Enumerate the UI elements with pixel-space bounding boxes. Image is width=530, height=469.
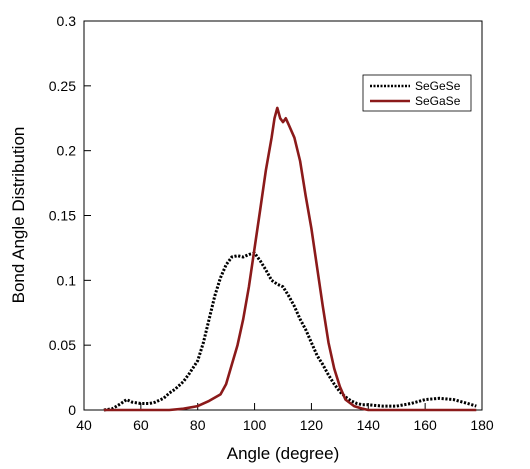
x-tick-label: 60 <box>133 417 149 433</box>
x-tick-label: 80 <box>190 417 206 433</box>
y-tick-label: 0 <box>68 402 76 418</box>
y-tick-label: 0.2 <box>57 143 77 159</box>
y-tick-label: 0.15 <box>49 208 76 224</box>
y-axis-title: Bond Angle Distribution <box>9 127 28 304</box>
x-tick-label: 40 <box>76 417 92 433</box>
legend-label-segese: SeGeSe <box>415 79 461 93</box>
x-tick-label: 100 <box>243 417 267 433</box>
x-tick-label: 160 <box>413 417 437 433</box>
x-axis: 40 60 80 100 120 140 160 180 <box>76 403 494 433</box>
y-tick-label: 0.3 <box>57 13 77 29</box>
x-tick-label: 180 <box>470 417 494 433</box>
series-line-segese <box>103 251 477 412</box>
y-tick-label: 0.05 <box>49 337 76 353</box>
y-axis: 0 0.05 0.1 0.15 0.2 0.25 0.3 <box>49 13 91 418</box>
legend-label-segase: SeGaSe <box>415 94 461 108</box>
series-layer <box>103 106 477 412</box>
x-axis-title: Angle (degree) <box>227 444 339 463</box>
legend: SeGeSe SeGaSe <box>362 74 472 112</box>
x-tick-label: 140 <box>357 417 381 433</box>
x-tick-label: 120 <box>300 417 324 433</box>
y-tick-label: 0.25 <box>49 78 76 94</box>
y-tick-label: 0.1 <box>57 272 77 288</box>
series-line-segase <box>103 106 477 412</box>
legend-box <box>362 74 472 112</box>
